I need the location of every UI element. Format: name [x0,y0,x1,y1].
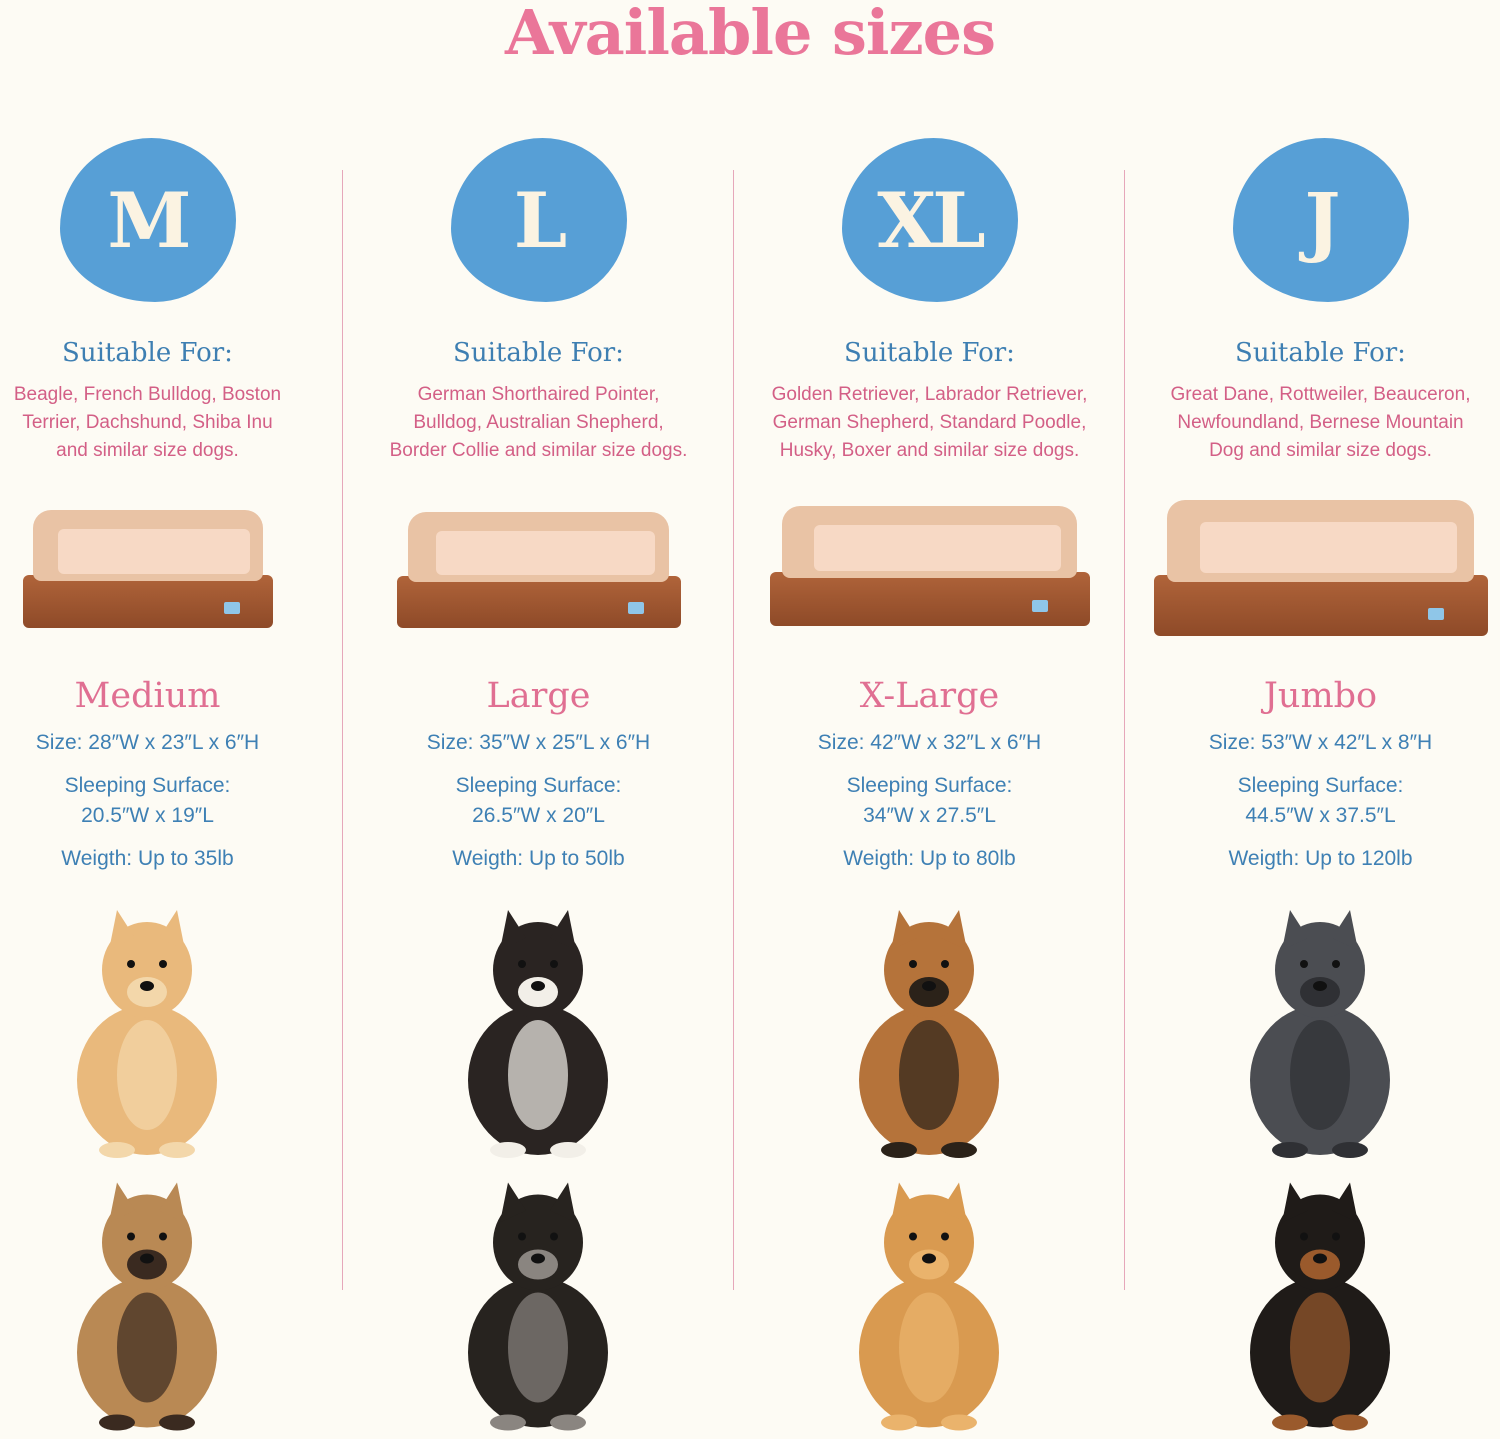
size-column-x-large: XL Suitable For: Golden Retriever, Labra… [734,0,1125,1439]
breed-line: Border Collie and similar size dogs. [389,440,688,461]
breed-line: Dog and similar size dogs. [1209,440,1432,461]
breed-list: Golden Retriever, Labrador Retriever, Ger… [734,381,1125,465]
suitable-for-label: Suitable For: [844,338,1015,368]
dog-photo-french-bulldog [77,1182,217,1431]
dog-bed-image [22,510,273,628]
breed-line: Golden Retriever, Labrador Retriever, [771,384,1088,405]
suitable-for-label: Suitable For: [1235,338,1406,368]
size-badge: L [450,138,627,302]
sleeping-surface-label: Sleeping Surface: [846,774,1013,797]
breed-list: German Shorthaired Pointer, Bulldog, Aust… [343,381,734,465]
bed-dimensions: Size: 53″W x 42″L x 8″H [1208,731,1433,754]
size-badge: J [1232,138,1409,302]
dog-bed-image [1153,500,1488,636]
dog-photo-australian-shepherd [468,910,608,1158]
dog-photo-german-shepherd [859,910,999,1158]
weight-limit: Weigth: Up to 50lb [452,847,625,870]
bed-dimensions: Size: 42″W x 32″L x 6″H [817,731,1042,754]
dog-bed-image [396,512,681,628]
weight-limit: Weigth: Up to 35lb [61,847,234,870]
page-title: Available sizes [504,0,996,69]
sleeping-surface-dimensions: 44.5″W x 37.5″L [1245,804,1396,827]
dog-photo-rottweiler [1250,1182,1390,1431]
sleeping-surface-dimensions: 34″W x 27.5″L [863,804,996,827]
breed-line: Husky, Boxer and similar size dogs. [779,440,1080,461]
bed-dimensions: Size: 28″W x 23″L x 6″H [35,731,260,754]
sleeping-surface-label: Sleeping Surface: [455,774,622,797]
breed-line: Great Dane, Rottweiler, Beauceron, [1170,384,1471,405]
column-divider [1124,170,1125,1290]
sleeping-surface-dimensions: 20.5″W x 19″L [81,804,214,827]
breed-line: Bulldog, Australian Shepherd, [413,412,664,433]
breed-line: German Shorthaired Pointer, [417,384,660,405]
suitable-for-label: Suitable For: [453,338,624,368]
breed-list: Beagle, French Bulldog, Boston Terrier, D… [0,381,343,465]
breed-line: Newfoundland, Bernese Mountain [1177,412,1464,433]
breed-line: Beagle, French Bulldog, Boston [13,384,282,405]
dog-photo-pomeranian [77,910,217,1158]
brand-tag-icon [224,601,240,614]
size-name: X-Large [859,676,1000,716]
breed-line: Terrier, Dachshund, Shiba Inu [22,412,273,433]
suitable-for-label: Suitable For: [62,338,233,368]
brand-tag-icon [627,602,644,615]
dog-photo-golden-retriever [859,1182,999,1431]
size-badge: XL [841,138,1018,302]
breed-line: and similar size dogs. [56,440,239,461]
dog-photo-great-dane [1250,910,1390,1158]
size-column-jumbo: J Suitable For: Great Dane, Rottweiler, … [1125,0,1500,1439]
column-divider [342,170,343,1290]
sleeping-surface-label: Sleeping Surface: [1237,774,1404,797]
size-name: Medium [74,676,221,716]
size-name: Jumbo [1263,676,1378,716]
weight-limit: Weigth: Up to 120lb [1228,847,1413,870]
size-badge: M [59,138,236,302]
weight-limit: Weigth: Up to 80lb [843,847,1016,870]
dog-bed-image [769,506,1090,626]
size-column-medium: M Suitable For: Beagle, French Bulldog, … [0,0,343,1439]
size-name: Large [486,676,591,716]
brand-tag-icon [1031,599,1048,612]
dog-photo-german-shorthaired-pointer [468,1182,608,1431]
column-divider [733,170,734,1290]
breed-line: German Shepherd, Standard Poodle, [772,412,1087,433]
brand-tag-icon [1428,607,1445,620]
bed-dimensions: Size: 35″W x 25″L x 6″H [426,731,651,754]
sleeping-surface-dimensions: 26.5″W x 20″L [472,804,605,827]
size-column-large: L Suitable For: German Shorthaired Point… [343,0,734,1439]
sleeping-surface-label: Sleeping Surface: [64,774,231,797]
breed-list: Great Dane, Rottweiler, Beauceron, Newfou… [1125,381,1500,465]
